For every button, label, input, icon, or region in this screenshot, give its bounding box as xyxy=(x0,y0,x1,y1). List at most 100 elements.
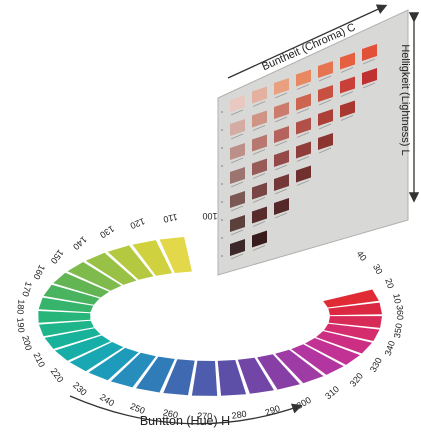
panel-dot xyxy=(221,237,223,239)
panel-dot xyxy=(221,255,223,257)
hue-tick-label: 130 xyxy=(98,224,116,241)
hue-segment xyxy=(316,331,373,354)
hue-segment xyxy=(88,347,139,381)
color-swatch xyxy=(230,119,245,136)
color-swatch xyxy=(230,215,245,232)
chroma-axis-arrow xyxy=(227,4,388,79)
hue-segment xyxy=(159,236,192,273)
swatch-caption xyxy=(230,181,244,188)
hue-segment xyxy=(136,356,175,393)
hue-tick-label: 110 xyxy=(162,212,178,225)
swatch-caption xyxy=(296,108,310,114)
color-swatch xyxy=(318,85,333,102)
color-swatch xyxy=(252,110,267,128)
color-swatch xyxy=(252,182,267,200)
swatch-caption xyxy=(318,123,332,130)
hue-tick-label: 200 xyxy=(20,334,34,351)
color-swatch xyxy=(340,52,355,70)
swatch-caption xyxy=(318,75,332,82)
panel-dot xyxy=(221,219,223,221)
hue-tick-label: 10 xyxy=(391,293,403,305)
hue-axis-arrow xyxy=(69,395,303,425)
color-swatch xyxy=(296,93,311,111)
swatch-caption xyxy=(230,109,244,116)
swatch-caption xyxy=(230,157,244,164)
hue-segment xyxy=(110,352,156,388)
panel-dot xyxy=(221,111,223,113)
color-swatch xyxy=(274,150,289,167)
hue-segment xyxy=(85,252,137,285)
hue-segment xyxy=(67,262,122,291)
color-swatch xyxy=(252,206,267,224)
hue-tick-label: 280 xyxy=(231,409,247,421)
swatch-caption xyxy=(296,132,310,138)
hue-segment xyxy=(38,297,94,313)
color-swatch xyxy=(252,86,267,104)
panel-dot xyxy=(221,147,223,149)
hue-tick-label: 350 xyxy=(392,322,404,338)
swatch-caption xyxy=(296,180,310,186)
hue-segment xyxy=(38,311,91,323)
hue-tick-label: 230 xyxy=(71,380,89,398)
swatch-caption xyxy=(252,101,266,107)
hue-segment xyxy=(43,284,100,305)
color-swatch xyxy=(296,141,311,159)
swatch-caption xyxy=(274,188,288,195)
hue-tick-label: 260 xyxy=(162,407,179,420)
swatch-caption xyxy=(362,82,376,89)
swatch-caption xyxy=(340,91,354,97)
panel-dot xyxy=(221,183,223,185)
hue-tick-label: 150 xyxy=(49,248,66,266)
color-swatch xyxy=(340,100,355,118)
hue-tick-label: 330 xyxy=(368,356,384,374)
swatch-caption xyxy=(296,156,310,162)
hue-tick-label: 220 xyxy=(49,366,66,384)
hue-segment xyxy=(328,302,382,316)
color-swatch xyxy=(340,76,355,94)
hue-segment xyxy=(257,354,300,390)
hue-tick-label: 360 xyxy=(395,305,406,320)
hue-tick-label: 40 xyxy=(355,249,369,263)
swatch-caption xyxy=(230,253,244,260)
swatch-grid xyxy=(221,44,377,260)
color-swatch xyxy=(252,158,267,176)
swatch-caption xyxy=(318,99,332,106)
swatch-caption xyxy=(252,125,266,131)
color-swatch xyxy=(318,109,333,126)
hue-segment xyxy=(291,344,344,375)
color-swatch xyxy=(296,117,311,135)
hue-segment xyxy=(324,323,380,341)
swatch-caption xyxy=(252,149,266,155)
color-swatch xyxy=(230,95,245,112)
color-swatch xyxy=(318,133,333,150)
color-swatch xyxy=(296,165,311,183)
swatch-caption xyxy=(274,116,288,123)
color-swatch xyxy=(230,239,245,256)
hue-segment xyxy=(191,360,218,396)
swatch-caption xyxy=(274,92,288,99)
hue-segment xyxy=(69,342,124,372)
hue-segment xyxy=(237,357,274,394)
hue-tick-label: 20 xyxy=(383,277,396,290)
hue-segment xyxy=(53,272,110,298)
hue-tick-label: 140 xyxy=(71,234,89,252)
hue-tick-label: 190 xyxy=(15,317,26,333)
hue-tick-label: 120 xyxy=(129,216,147,231)
swatch-caption xyxy=(340,115,354,121)
hue-segment xyxy=(328,316,382,328)
hue-tick-label: 310 xyxy=(323,384,341,401)
hue-tick-label: 320 xyxy=(348,371,365,389)
color-swatch xyxy=(296,69,311,87)
panel-dot xyxy=(221,201,223,203)
color-swatch xyxy=(252,134,267,152)
hue-segment xyxy=(39,320,94,337)
swatch-caption xyxy=(274,212,288,219)
swatch-caption xyxy=(252,173,266,179)
hue-tick-label: 170 xyxy=(20,281,34,298)
hue-segment xyxy=(275,349,324,384)
hue-segment xyxy=(323,289,379,308)
hue-tick-label: 180 xyxy=(15,299,26,315)
hue-tick-label: 30 xyxy=(371,262,385,276)
